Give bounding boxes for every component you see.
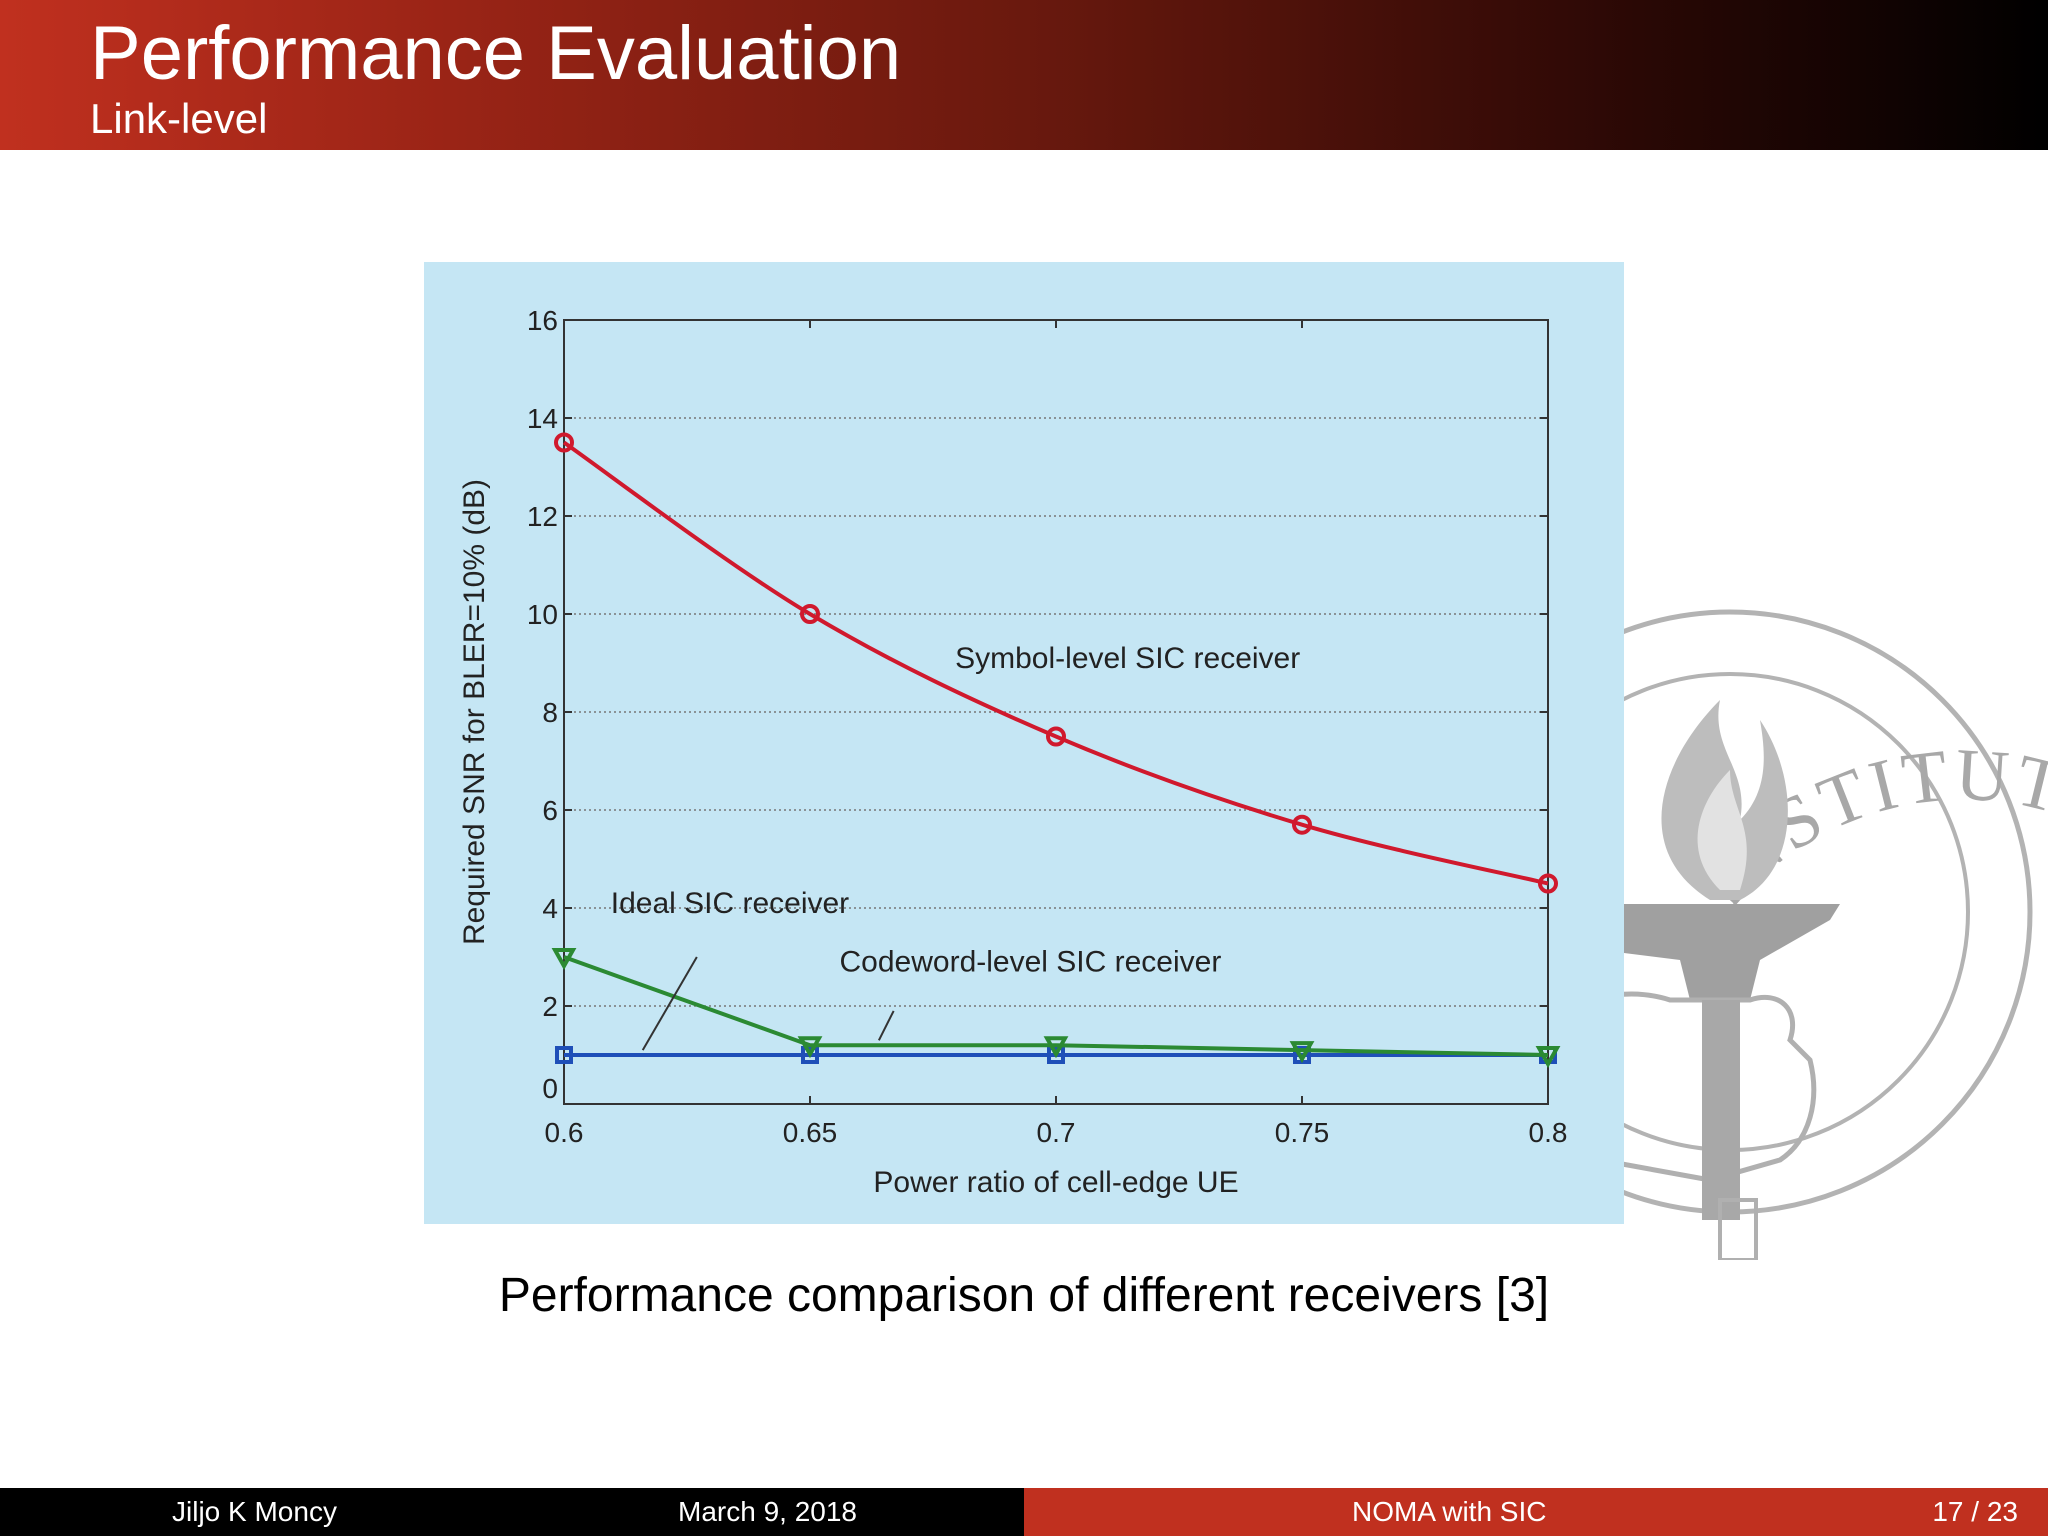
y-tick-label: 0	[542, 1073, 558, 1104]
codeword-annotation-arrow	[877, 1010, 895, 1041]
data-point-circle	[1292, 814, 1312, 835]
y-tick-label: 14	[527, 403, 558, 434]
torch-in-hand-seal-icon: INSTITUTE OF TECHNOLOGY	[1560, 600, 2048, 1260]
y-tick-label: 12	[527, 501, 558, 532]
data-point-triangle	[1043, 1036, 1069, 1059]
y-tick-label: 6	[542, 795, 558, 826]
data-point-triangle	[551, 948, 577, 971]
data-point-circle	[554, 432, 574, 453]
y-tick-label: 4	[542, 893, 558, 924]
axis-ticks: 0 2 4 6 8 10 12 14 16 0.6 0.65 0.7 0.75 0.8	[527, 305, 1568, 1148]
data-point-triangle	[1535, 1046, 1561, 1069]
slide-subtitle: Link-level	[90, 95, 268, 142]
ideal-sic-annotation: Ideal SIC receiver	[611, 887, 849, 920]
series-line-triangle-down	[563, 955, 1549, 1057]
x-tick-label: 0.65	[783, 1117, 838, 1148]
symbol-level-annotation: Symbol-level SIC receiver	[955, 642, 1300, 675]
x-tick-label: 0.75	[1275, 1117, 1330, 1148]
seal-text: INSTITUTE OF TECHNOLOGY	[1560, 600, 2048, 1075]
plot-frame	[563, 319, 1549, 1105]
data-point-circle	[800, 604, 820, 624]
figure-caption: Performance comparison of different rece…	[498, 1269, 1550, 1322]
codeword-level-annotation: Codeword-level SIC receiver	[840, 946, 1222, 979]
slide-title: Performance Evaluation	[90, 11, 902, 96]
institute-seal-watermark: INSTITUTE OF TECHNOLOGY	[1560, 600, 2048, 1260]
data-point-circle	[1538, 873, 1558, 894]
data-point-triangle	[797, 1036, 823, 1059]
slide-footer: Jiljo K Moncy March 9, 2018 NOMA with SI…	[0, 1488, 2048, 1536]
svg-text:INSTITUTE OF TECHNOLOGY: INSTITUTE OF TECHNOLOGY	[1560, 600, 2048, 1075]
grid-lines	[564, 417, 1548, 1007]
y-tick-label: 8	[542, 697, 558, 728]
footer-left: Jiljo K Moncy March 9, 2018	[0, 1488, 1024, 1536]
chart-svg: 0 2 4 6 8 10 12 14 16 0.6 0.65 0.7 0.75 0.8 Power rat…	[424, 262, 1624, 1224]
data-point-circle	[1046, 726, 1066, 747]
chart-image: 0 2 4 6 8 10 12 14 16 0.6 0.65 0.7 0.75 0.8 Power rat…	[424, 262, 1624, 1224]
footer-right: NOMA with SIC 17 / 23	[1024, 1488, 2048, 1536]
footer-topic: NOMA with SIC	[1352, 1496, 1547, 1527]
y-tick-label: 10	[527, 599, 558, 630]
y-axis-label: Required SNR for BLER=10% (dB)	[458, 479, 491, 945]
footer-date: March 9, 2018	[678, 1496, 857, 1527]
data-point-square	[1047, 1046, 1065, 1064]
x-tick-label: 0.8	[1529, 1117, 1568, 1148]
footer-page-number: 17 / 23	[1932, 1496, 2018, 1527]
data-point-square	[801, 1046, 819, 1064]
chart-background	[424, 262, 1624, 1224]
x-tick-label: 0.6	[545, 1117, 584, 1148]
series-line-circle	[562, 440, 1549, 886]
y-tick-label: 16	[527, 305, 558, 336]
x-tick-label: 0.7	[1037, 1117, 1076, 1148]
x-axis-label: Power ratio of cell-edge UE	[873, 1166, 1238, 1199]
y-tick-label: 2	[542, 991, 558, 1022]
footer-author: Jiljo K Moncy	[172, 1496, 337, 1527]
data-point-square	[555, 1046, 573, 1064]
data-point-triangle	[1289, 1041, 1315, 1064]
slide-header: Performance Evaluation Link-level	[0, 0, 2048, 150]
data-series	[551, 432, 1561, 1069]
ideal-annotation-arrow	[641, 956, 698, 1051]
